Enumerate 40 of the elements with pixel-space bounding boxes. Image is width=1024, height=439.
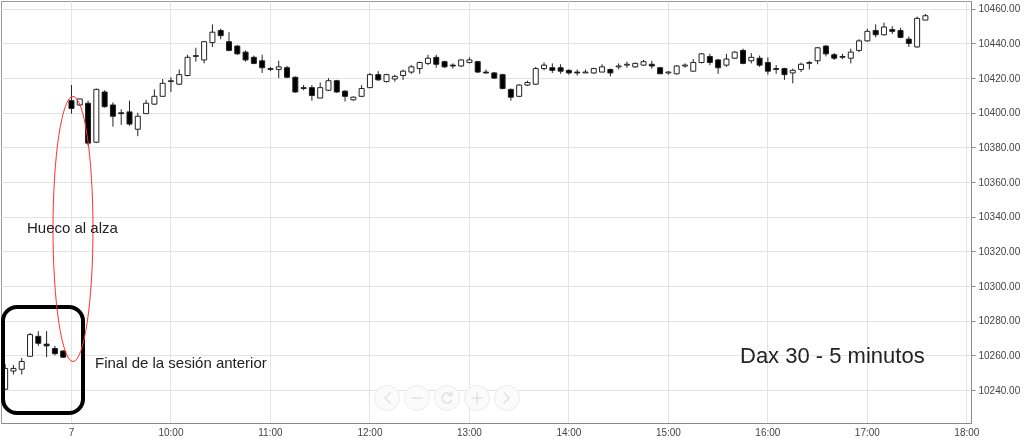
candlestick [27, 332, 34, 357]
candlestick [109, 101, 116, 128]
x-tick-label: 17:00 [854, 426, 881, 438]
candlestick [342, 89, 349, 103]
candlestick [68, 84, 75, 115]
y-tick-label: 10440.00 [978, 37, 1021, 49]
y-tick-label: 10360.00 [978, 176, 1021, 188]
y-tick-label: 10320.00 [978, 245, 1021, 257]
y-tick-label: 10280.00 [978, 315, 1021, 327]
y-tick-label: 10340.00 [978, 211, 1021, 223]
y-tick-label: 10300.00 [978, 280, 1021, 292]
annotation: Final de la sesión anterior [95, 354, 267, 372]
y-tick-label: 10240.00 [978, 384, 1021, 396]
candlestick [483, 68, 489, 75]
y-tick-label: 10460.00 [978, 3, 1021, 15]
candlestick [400, 68, 407, 81]
x-tick-label: 16:00 [755, 426, 781, 438]
candlestick [681, 62, 688, 69]
candlestick [134, 112, 141, 137]
annotation: Dax 30 - 5 minutos [740, 343, 925, 369]
y-tick-label: 10420.00 [978, 72, 1021, 84]
y-tick-label: 10380.00 [978, 141, 1021, 153]
candlestick [623, 61, 630, 69]
candlestick [209, 23, 216, 48]
candlestick [167, 76, 174, 93]
candlestick [259, 54, 266, 74]
y-tick-label: 10400.00 [978, 107, 1021, 119]
x-tick-label: 13:00 [456, 426, 483, 438]
candlestick [43, 330, 50, 358]
x-tick-label: 15:00 [655, 426, 682, 438]
x-tick-label: 18:00 [954, 426, 980, 438]
x-tick-label: 11:00 [258, 426, 284, 438]
candlestick [764, 56, 771, 76]
x-tick-label: 10:00 [158, 426, 184, 438]
annotation: Hueco al alza [27, 219, 118, 237]
candlestick [126, 100, 133, 127]
x-tick-label: 12:00 [357, 426, 383, 438]
x-tick-label: 7 [68, 426, 75, 438]
y-tick-label: 10260.00 [978, 349, 1021, 361]
x-tick-label: 14:00 [556, 426, 582, 438]
